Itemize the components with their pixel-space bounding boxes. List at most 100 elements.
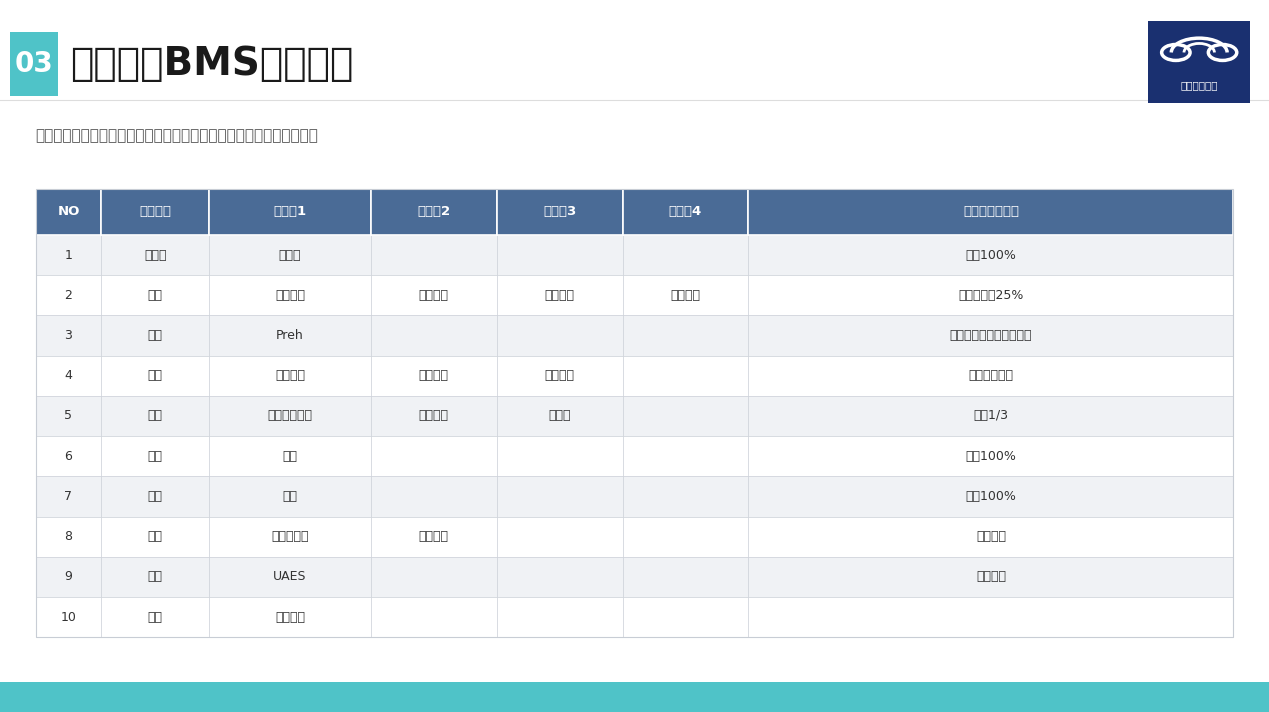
FancyBboxPatch shape (371, 235, 496, 276)
Text: 蔚来: 蔚来 (147, 570, 162, 583)
Text: 供应商分配关系: 供应商分配关系 (963, 205, 1019, 219)
FancyBboxPatch shape (209, 436, 371, 476)
Text: 小鹏: 小鹏 (147, 450, 162, 463)
FancyBboxPatch shape (496, 235, 623, 276)
Text: 供应商3: 供应商3 (543, 205, 576, 219)
FancyBboxPatch shape (623, 557, 749, 597)
Text: 7: 7 (65, 490, 72, 503)
Text: 奇瑞: 奇瑞 (147, 409, 162, 422)
Text: 国轩高科: 国轩高科 (419, 409, 449, 422)
Text: 零跑: 零跑 (147, 490, 162, 503)
FancyBboxPatch shape (749, 356, 1233, 396)
FancyBboxPatch shape (102, 436, 209, 476)
Text: 安徽舟之航: 安徽舟之航 (272, 530, 308, 543)
FancyBboxPatch shape (371, 356, 496, 396)
FancyBboxPatch shape (496, 517, 623, 557)
FancyBboxPatch shape (496, 476, 623, 517)
Text: 供应商4: 供应商4 (669, 205, 702, 219)
FancyBboxPatch shape (102, 476, 209, 517)
Text: Preh: Preh (277, 329, 305, 342)
FancyBboxPatch shape (371, 396, 496, 436)
FancyBboxPatch shape (209, 189, 371, 235)
FancyBboxPatch shape (36, 189, 102, 235)
Text: 供应商1: 供应商1 (274, 205, 307, 219)
Text: 软件自研: 软件自研 (976, 570, 1006, 583)
FancyBboxPatch shape (749, 517, 1233, 557)
FancyBboxPatch shape (209, 235, 371, 276)
FancyBboxPatch shape (496, 396, 623, 436)
Text: 主要车企BMS供应情况: 主要车企BMS供应情况 (70, 45, 353, 83)
FancyBboxPatch shape (623, 396, 749, 436)
FancyBboxPatch shape (496, 315, 623, 356)
FancyBboxPatch shape (36, 517, 102, 557)
Text: 比亚迪: 比亚迪 (145, 248, 166, 261)
Text: 5: 5 (65, 409, 72, 422)
FancyBboxPatch shape (36, 315, 102, 356)
FancyBboxPatch shape (749, 235, 1233, 276)
FancyBboxPatch shape (209, 356, 371, 396)
FancyBboxPatch shape (749, 396, 1233, 436)
FancyBboxPatch shape (371, 597, 496, 637)
FancyBboxPatch shape (102, 276, 209, 315)
Text: 长安汽车: 长安汽车 (544, 370, 575, 382)
Text: 6: 6 (65, 450, 72, 463)
Text: 汽车电子设计: 汽车电子设计 (1180, 80, 1218, 90)
FancyBboxPatch shape (1148, 21, 1250, 103)
Text: 4: 4 (65, 370, 72, 382)
Text: NO: NO (57, 205, 80, 219)
Text: 战略合作: 战略合作 (976, 530, 1006, 543)
Text: 在这里把主要的汽车企业的供给情况梳理一下，主要的方向还是在集中: 在这里把主要的汽车企业的供给情况梳理一下，主要的方向还是在集中 (36, 127, 319, 143)
Text: 长安: 长安 (147, 370, 162, 382)
FancyBboxPatch shape (0, 706, 1269, 712)
FancyBboxPatch shape (623, 356, 749, 396)
Text: 自制100%: 自制100% (966, 490, 1016, 503)
FancyBboxPatch shape (102, 557, 209, 597)
Text: 理想: 理想 (147, 611, 162, 624)
FancyBboxPatch shape (496, 276, 623, 315)
FancyBboxPatch shape (623, 517, 749, 557)
Text: 大众: 大众 (147, 329, 162, 342)
Text: 2: 2 (65, 289, 72, 302)
Text: 8: 8 (65, 530, 72, 543)
FancyBboxPatch shape (623, 597, 749, 637)
FancyBboxPatch shape (623, 276, 749, 315)
Text: 华霆动力: 华霆动力 (419, 289, 449, 302)
FancyBboxPatch shape (623, 476, 749, 517)
FancyBboxPatch shape (102, 396, 209, 436)
Text: 国轩高科: 国轩高科 (275, 289, 305, 302)
Text: 每家不超过25%: 每家不超过25% (958, 289, 1024, 302)
FancyBboxPatch shape (102, 356, 209, 396)
FancyBboxPatch shape (209, 315, 371, 356)
Text: 10: 10 (61, 611, 76, 624)
FancyBboxPatch shape (36, 597, 102, 637)
Text: 科易动力: 科易动力 (544, 289, 575, 302)
FancyBboxPatch shape (209, 557, 371, 597)
Text: 哪吒: 哪吒 (147, 530, 162, 543)
FancyBboxPatch shape (496, 557, 623, 597)
FancyBboxPatch shape (36, 235, 102, 276)
FancyBboxPatch shape (371, 517, 496, 557)
Text: 9: 9 (65, 570, 72, 583)
Text: 国轩高科: 国轩高科 (275, 370, 305, 382)
FancyBboxPatch shape (749, 315, 1233, 356)
FancyBboxPatch shape (209, 276, 371, 315)
Text: 3: 3 (65, 329, 72, 342)
FancyBboxPatch shape (36, 436, 102, 476)
FancyBboxPatch shape (102, 597, 209, 637)
FancyBboxPatch shape (496, 436, 623, 476)
FancyBboxPatch shape (102, 189, 209, 235)
FancyBboxPatch shape (496, 356, 623, 396)
FancyBboxPatch shape (749, 276, 1233, 315)
FancyBboxPatch shape (749, 189, 1233, 235)
FancyBboxPatch shape (496, 597, 623, 637)
FancyBboxPatch shape (102, 517, 209, 557)
Text: 宁德时代: 宁德时代 (419, 530, 449, 543)
Text: 根据电池来分: 根据电池来分 (968, 370, 1014, 382)
FancyBboxPatch shape (36, 557, 102, 597)
Text: 宁德时代: 宁德时代 (419, 370, 449, 382)
FancyBboxPatch shape (749, 597, 1233, 637)
FancyBboxPatch shape (749, 436, 1233, 476)
FancyBboxPatch shape (209, 517, 371, 557)
Text: UAES: UAES (273, 570, 307, 583)
Text: 自制100%: 自制100% (966, 450, 1016, 463)
